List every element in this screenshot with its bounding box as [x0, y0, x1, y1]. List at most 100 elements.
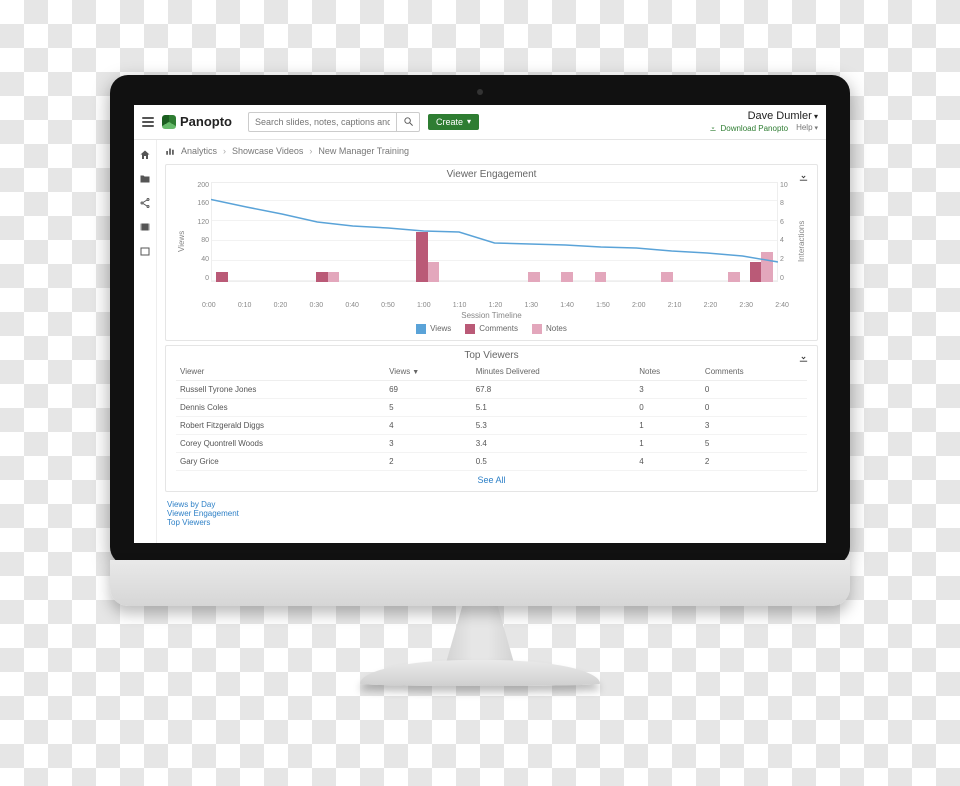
x-tick: 0:10 [238, 302, 252, 309]
table-cell: 2 [701, 452, 807, 470]
table-cell: 5.1 [472, 398, 636, 416]
breadcrumb: Analytics › Showcase Videos › New Manage… [165, 144, 818, 160]
crumb-showcase[interactable]: Showcase Videos [232, 146, 303, 156]
see-all-link[interactable]: See All [176, 471, 807, 485]
download-link[interactable]: Download Panopto [709, 123, 788, 133]
table-header[interactable]: Notes [635, 363, 701, 381]
table-header[interactable]: Comments [701, 363, 807, 381]
y-tick: 160 [197, 200, 209, 207]
y-tick: 10 [780, 182, 788, 189]
x-label: Session Timeline [176, 311, 807, 320]
table-cell: 5 [385, 398, 472, 416]
app-body: Analytics › Showcase Videos › New Manage… [134, 140, 826, 543]
y-left-ticks: 20016012080400 [189, 182, 209, 282]
table-cell: 4 [385, 416, 472, 434]
x-tick: 1:10 [453, 302, 467, 309]
table-row[interactable]: Corey Quontrell Woods33.415 [176, 434, 807, 452]
film-icon[interactable] [138, 220, 152, 234]
chevron-right-icon: › [223, 146, 226, 156]
legend-swatch [465, 324, 475, 334]
chevron-down-icon: ▾ [812, 112, 818, 121]
table-cell: 3 [701, 416, 807, 434]
chevron-down-icon: ▾ [813, 125, 818, 132]
engagement-chart [211, 182, 778, 282]
main-content: Analytics › Showcase Videos › New Manage… [157, 140, 826, 543]
table-cell: 3.4 [472, 434, 636, 452]
table-cell: Corey Quontrell Woods [176, 434, 385, 452]
table-header[interactable]: Minutes Delivered [472, 363, 636, 381]
nav-link[interactable]: Views by Day [167, 500, 818, 509]
table-row[interactable]: Russell Tyrone Jones6967.830 [176, 380, 807, 398]
table-row[interactable]: Robert Fitzgerald Diggs45.313 [176, 416, 807, 434]
table-cell: 69 [385, 380, 472, 398]
nav-link[interactable]: Viewer Engagement [167, 509, 818, 518]
table-cell: 67.8 [472, 380, 636, 398]
x-tick: 2:30 [739, 302, 753, 309]
table-cell: 0 [701, 398, 807, 416]
y-tick: 0 [780, 275, 784, 282]
chevron-down-icon: ▾ [467, 117, 471, 126]
table-cell: 0 [701, 380, 807, 398]
share-icon[interactable] [138, 196, 152, 210]
table-cell: 1 [635, 434, 701, 452]
help-link[interactable]: Help ▾ [796, 123, 818, 133]
table-cell: Robert Fitzgerald Diggs [176, 416, 385, 434]
box-icon[interactable] [138, 244, 152, 258]
chart-legend: Views Comments Notes [176, 324, 807, 334]
engagement-chart-wrap: Views 20016012080400 1086420 Interaction… [176, 182, 807, 300]
legend-item: Notes [532, 324, 567, 334]
download-label: Download Panopto [720, 124, 788, 134]
search-box [248, 112, 420, 132]
topbar: Panopto Create ▾ Dave Dumler ▾ [134, 105, 826, 140]
brand-logo[interactable]: Panopto [162, 114, 232, 129]
table-cell: 3 [635, 380, 701, 398]
table-header[interactable]: Viewer [176, 363, 385, 381]
x-tick: 1:50 [596, 302, 610, 309]
x-tick: 0:50 [381, 302, 395, 309]
camera-dot [477, 89, 483, 95]
folder-icon[interactable] [138, 172, 152, 186]
brand-name: Panopto [180, 114, 232, 129]
legend-item: Views [416, 324, 451, 334]
hamburger-icon[interactable] [142, 117, 154, 127]
search-input[interactable] [249, 117, 396, 127]
download-icon [798, 171, 809, 182]
nav-link[interactable]: Top Viewers [167, 518, 818, 527]
table-row[interactable]: Dennis Coles55.100 [176, 398, 807, 416]
sort-desc-icon: ▼ [412, 369, 419, 376]
crumb-current[interactable]: New Manager Training [318, 146, 409, 156]
table-cell: 0 [635, 398, 701, 416]
table-cell: 0.5 [472, 452, 636, 470]
table-cell: 4 [635, 452, 701, 470]
help-label: Help [796, 123, 812, 132]
download-table-button[interactable] [798, 352, 809, 365]
create-label: Create [436, 117, 463, 127]
legend-swatch [532, 324, 542, 334]
app-screen: Panopto Create ▾ Dave Dumler ▾ [134, 105, 826, 543]
bottom-links: Views by DayViewer EngagementTop Viewers [167, 500, 818, 527]
search-button[interactable] [396, 113, 419, 131]
x-tick: 0:00 [202, 302, 216, 309]
y-tick: 2 [780, 256, 784, 263]
legend-item: Comments [465, 324, 518, 334]
user-name[interactable]: Dave Dumler ▾ [709, 110, 818, 123]
create-button[interactable]: Create ▾ [428, 114, 479, 130]
y-tick: 6 [780, 219, 784, 226]
download-icon [798, 352, 809, 363]
y-tick: 0 [205, 275, 209, 282]
crumb-analytics[interactable]: Analytics [181, 146, 217, 156]
table-cell: 1 [635, 416, 701, 434]
table-row[interactable]: Gary Grice20.542 [176, 452, 807, 470]
engagement-title: Viewer Engagement [176, 169, 807, 180]
table-cell: 5.3 [472, 416, 636, 434]
engagement-panel: Viewer Engagement Views 20016012080400 [165, 164, 818, 341]
y-left-label: Views [176, 182, 187, 300]
y-tick: 40 [201, 256, 209, 263]
monitor-stand-foot [360, 660, 600, 686]
home-icon[interactable] [138, 148, 152, 162]
table-header[interactable]: Views▼ [385, 363, 472, 381]
x-tick: 1:00 [417, 302, 431, 309]
table-cell: Gary Grice [176, 452, 385, 470]
download-icon [709, 124, 717, 132]
y-tick: 120 [197, 219, 209, 226]
